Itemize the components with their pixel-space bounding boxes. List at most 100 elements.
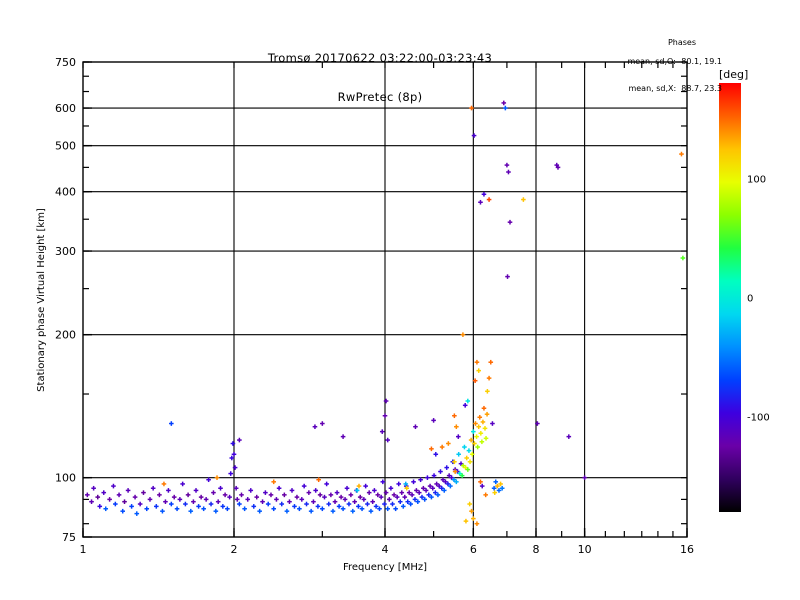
data-point — [399, 490, 405, 495]
data-point — [198, 494, 204, 500]
phase-stats-block: Phases mean, sd,O: -80.1, 19.1 mean, sd,… — [617, 20, 722, 103]
data-point — [397, 499, 403, 504]
data-point — [185, 492, 191, 498]
data-point — [356, 504, 361, 509]
data-point — [468, 437, 474, 443]
data-point — [462, 403, 468, 408]
y-tick-label: 500 — [55, 140, 76, 153]
x-tick-label: 2 — [231, 543, 238, 556]
data-point — [375, 492, 381, 498]
data-point — [359, 506, 365, 512]
colorbar-unit-label: [deg] — [719, 68, 748, 81]
data-point — [85, 492, 90, 498]
data-point — [396, 481, 402, 487]
data-point — [368, 508, 374, 514]
data-point — [481, 191, 487, 197]
data-point — [426, 492, 432, 498]
data-point — [357, 494, 363, 500]
data-point — [113, 501, 118, 507]
data-point — [382, 501, 387, 507]
data-point — [312, 424, 318, 430]
plot-subtitle: RwPretec (8p) — [337, 90, 423, 104]
data-point — [394, 494, 400, 500]
x-tick-label: 8 — [533, 543, 540, 556]
data-point — [451, 477, 457, 483]
colorbar-tick-label: -100 — [747, 413, 770, 424]
data-point — [462, 444, 467, 450]
data-point — [481, 405, 487, 411]
data-point — [157, 492, 162, 498]
data-point — [191, 499, 196, 504]
data-point — [313, 488, 318, 493]
data-point — [438, 469, 443, 474]
data-point — [383, 398, 389, 404]
data-point — [354, 488, 360, 493]
x-tick-label: 4 — [382, 543, 389, 556]
data-point — [413, 424, 418, 430]
data-point — [393, 506, 398, 512]
y-tick-label: 75 — [62, 531, 76, 544]
data-point — [459, 473, 465, 478]
data-point — [274, 497, 279, 502]
data-point — [443, 479, 448, 485]
data-point — [153, 504, 159, 509]
data-point — [446, 441, 451, 446]
data-point — [231, 451, 237, 457]
data-point — [372, 488, 377, 493]
data-point — [265, 501, 271, 507]
data-point — [225, 506, 230, 512]
x-tick-label: 16 — [680, 543, 694, 556]
data-point — [418, 477, 423, 483]
data-point — [535, 421, 540, 426]
data-point — [434, 481, 439, 487]
data-point — [423, 488, 429, 493]
data-point — [403, 481, 409, 487]
data-point — [490, 421, 495, 426]
data-point — [469, 451, 475, 457]
data-point — [412, 497, 418, 502]
y-tick-label: 200 — [55, 329, 76, 342]
y-tick-label: 750 — [55, 56, 76, 69]
data-point — [433, 490, 438, 495]
data-point — [91, 485, 96, 491]
data-point — [271, 479, 277, 485]
data-point — [177, 497, 183, 502]
data-point — [257, 508, 262, 514]
data-point — [101, 490, 107, 495]
data-point — [467, 459, 473, 465]
data-point — [452, 413, 457, 419]
data-point — [380, 479, 386, 485]
data-point — [342, 497, 348, 502]
data-point — [263, 490, 268, 495]
data-point — [147, 497, 153, 502]
data-point — [382, 413, 388, 419]
data-point — [472, 441, 477, 446]
data-point — [435, 492, 441, 498]
data-point — [402, 494, 408, 500]
data-point — [144, 506, 150, 512]
data-point — [478, 199, 483, 205]
data-point — [251, 504, 257, 509]
data-point — [521, 197, 526, 202]
data-point — [496, 488, 502, 493]
data-point — [465, 467, 471, 472]
y-tick-label: 300 — [55, 245, 76, 258]
data-point — [445, 481, 451, 487]
data-point — [301, 483, 307, 489]
data-point — [501, 100, 507, 106]
data-point — [340, 434, 346, 439]
plot-title-block: Tromsø 20170622 03:22:00-03:23:43 RwPret… — [0, 26, 760, 130]
data-point — [499, 485, 505, 491]
data-point — [304, 501, 309, 507]
data-point — [471, 516, 476, 521]
data-point — [222, 492, 228, 498]
phase-stats-x-mode: mean, sd,X: 88.7, 23.3 — [628, 84, 722, 94]
colorbar-tick-label: 100 — [747, 174, 766, 185]
data-point — [169, 501, 174, 507]
data-point — [493, 479, 499, 485]
data-point — [385, 437, 391, 443]
data-point — [415, 499, 421, 504]
data-point — [311, 499, 316, 504]
data-point — [242, 506, 247, 512]
data-point — [377, 506, 382, 512]
